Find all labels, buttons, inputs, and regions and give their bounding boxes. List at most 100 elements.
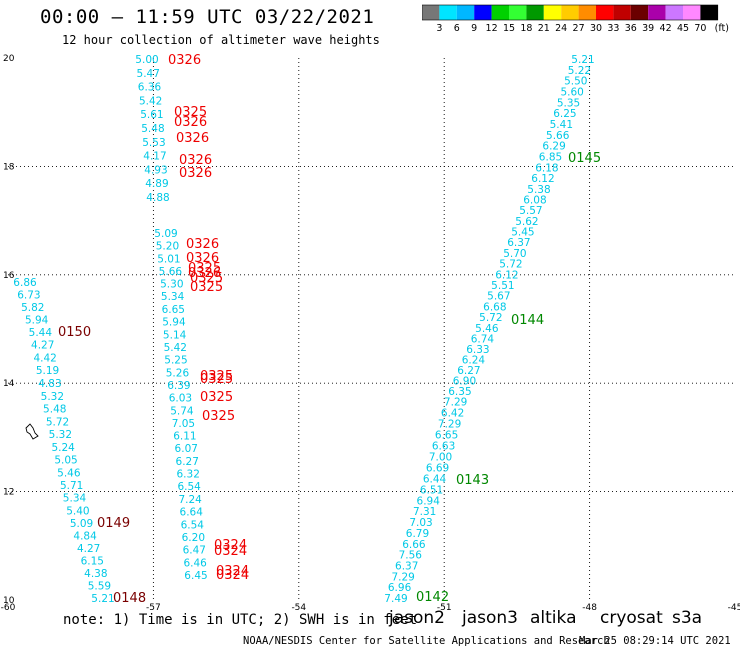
altimeter-track: 5.095.205.015.665.305.346.655.945.145.42…: [154, 228, 207, 582]
wave-height-label: 5.74: [170, 405, 194, 417]
wave-height-label: 6.42: [441, 407, 464, 419]
wave-height-label: 6.12: [531, 173, 554, 185]
colorbar-swatch: [543, 5, 562, 20]
wave-height-label: 5.94: [162, 317, 186, 329]
colorbar-label: 70: [694, 23, 706, 34]
wave-height-label: 7.29: [444, 396, 467, 408]
colorbar-label: 18: [520, 23, 532, 34]
wave-height-label: 6.12: [495, 269, 518, 281]
lat-tick-label: 18: [3, 162, 15, 172]
legend-cryosat: cryosat: [600, 608, 663, 628]
wave-height-label: 4.27: [77, 543, 100, 555]
wave-height-label: 7.05: [172, 418, 195, 430]
wave-height-label: 6.65: [435, 429, 458, 441]
wave-height-label: 6.33: [466, 344, 489, 356]
wave-height-label: 7.24: [178, 494, 202, 506]
wave-height-label: 5.24: [51, 442, 75, 454]
pass-number-label: 0325: [174, 105, 207, 120]
wave-height-label: 5.70: [503, 248, 526, 260]
wave-height-label: 6.20: [182, 532, 205, 544]
wave-height-label: 5.35: [557, 97, 580, 109]
wave-height-label: 5.71: [60, 480, 83, 492]
wave-height-label: 6.66: [402, 539, 426, 551]
wave-height-label: 6.25: [553, 108, 576, 120]
wave-height-label: 6.37: [507, 237, 530, 249]
pass-number-label: 0325: [200, 369, 233, 384]
pass-number-label: 0144: [511, 313, 544, 328]
colorbar-label: 27: [573, 23, 585, 34]
colorbar-label: 30: [590, 23, 602, 34]
wave-height-label: 4.42: [33, 352, 56, 364]
wave-height-label: 5.66: [159, 266, 183, 278]
pass-number-label: 0324: [214, 544, 247, 559]
wave-height-colorbar: 3 6 9 12 15 18 21 24 27 30 33 36 39 42 45 70 (ft): [422, 4, 729, 34]
colorbar-swatch: [596, 5, 614, 20]
wave-height-label: 6.37: [395, 560, 418, 572]
wave-height-label: 4.27: [31, 340, 54, 352]
colorbar-swatch: [474, 5, 492, 20]
pass-number-label: 0326: [179, 153, 212, 168]
colorbar-swatch: [456, 5, 475, 20]
legend-s3a: s3a: [672, 608, 703, 628]
wave-height-label: 5.72: [46, 416, 69, 428]
wave-height-label: 5.48: [141, 123, 164, 135]
wave-height-label: 6.51: [420, 484, 443, 496]
wave-height-label: 6.69: [426, 462, 449, 474]
colorbar-label: 24: [555, 23, 567, 34]
wave-height-label: 5.46: [57, 467, 81, 479]
wave-height-label: 5.59: [88, 580, 111, 592]
wave-height-label: 5.82: [21, 302, 44, 314]
wave-height-label: 4.88: [146, 192, 169, 204]
pass-number-label: 0324: [216, 564, 249, 579]
lon-tick-label: -45: [728, 603, 740, 610]
pass-number-label: 0326: [176, 131, 209, 146]
wave-height-label: 4.84: [73, 530, 97, 542]
wave-height-label: 6.85: [539, 152, 562, 164]
pass-number-label: 0325: [190, 271, 223, 286]
wave-height-label: 5.57: [519, 205, 542, 217]
wave-height-label: 6.35: [448, 386, 471, 398]
wave-height-label: 4.17: [143, 151, 166, 163]
wave-height-label: 6.27: [176, 456, 199, 468]
wave-height-label: 5.66: [546, 130, 570, 142]
wave-height-label: 5.20: [156, 241, 179, 253]
wave-height-label: 5.47: [137, 68, 160, 80]
wave-height-label: 5.72: [479, 312, 502, 324]
pass-number-label: 0325: [190, 280, 223, 295]
chart-title: 00:00 – 11:59 UTC 03/22/2021: [40, 6, 375, 28]
wave-height-label: 6.24: [462, 354, 486, 366]
legend-jason2: jason2: [389, 608, 445, 628]
wave-height-label: 6.86: [13, 277, 37, 289]
colorbar-label: 12: [486, 23, 498, 34]
colorbar-unit: (ft): [715, 23, 729, 34]
footer-note: note: 1) Time is in UTC; 2) SWH is in fe…: [63, 612, 418, 628]
wave-height-label: 4.93: [144, 164, 167, 176]
lat-tick-label: 10: [3, 596, 15, 606]
wave-height-label: 5.09: [70, 518, 93, 530]
altimeter-track: 6.866.735.825.945.444.274.425.194.835.32…: [13, 277, 114, 605]
wave-height-label: 5.22: [568, 65, 591, 77]
lat-tick-label: 20: [3, 54, 15, 64]
colorbar-label: 45: [677, 23, 689, 34]
pass-number-label: 0326: [179, 166, 212, 181]
colorbar-swatch: [665, 5, 683, 20]
wave-height-label: 5.42: [164, 342, 187, 354]
wave-height-label: 5.61: [140, 109, 163, 121]
colorbar-label: 39: [642, 23, 654, 34]
lat-tick-label: 16: [3, 271, 15, 281]
wave-height-label: 5.30: [160, 279, 183, 291]
wave-height-label: 5.42: [139, 95, 162, 107]
wave-height-label: 7.00: [429, 451, 452, 463]
wave-height-label: 5.67: [487, 291, 510, 303]
wave-height-label: 7.31: [413, 506, 436, 518]
wave-height-label: 5.44: [29, 327, 53, 339]
pass-number-label: 0326: [186, 237, 219, 252]
wave-height-label: 5.38: [527, 184, 550, 196]
island-outline: [25, 423, 39, 440]
wave-height-label: 6.44: [423, 473, 447, 485]
credit-line: NOAA/NESDIS Center for Satellite Applica…: [243, 635, 610, 647]
colorbar-swatch: [561, 5, 579, 20]
pass-number-label: 0148: [113, 591, 146, 606]
chart-subtitle: 12 hour collection of altimeter wave hei…: [62, 33, 380, 47]
wave-height-label: 6.73: [17, 289, 40, 301]
